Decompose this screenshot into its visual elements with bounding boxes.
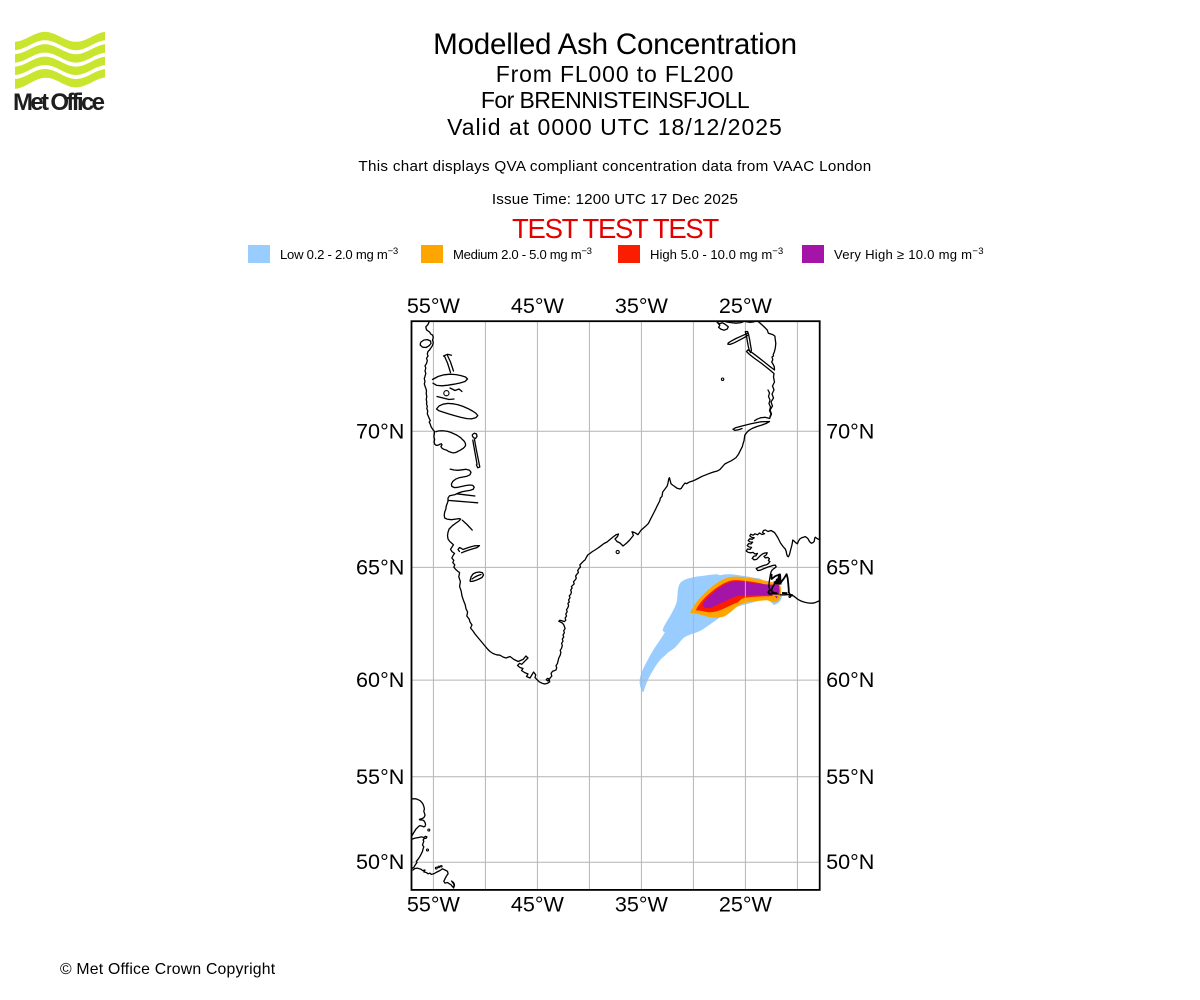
svg-text:55°N: 55°N — [826, 764, 874, 789]
svg-text:60°N: 60°N — [356, 667, 404, 692]
svg-text:50°N: 50°N — [826, 849, 874, 874]
svg-text:35°W: 35°W — [615, 293, 669, 318]
svg-text:60°N: 60°N — [826, 667, 874, 692]
svg-text:45°W: 45°W — [511, 891, 565, 916]
svg-text:55°W: 55°W — [407, 891, 461, 916]
svg-text:70°N: 70°N — [356, 418, 404, 443]
svg-text:25°W: 25°W — [719, 891, 773, 916]
svg-text:70°N: 70°N — [826, 418, 874, 443]
svg-text:25°W: 25°W — [719, 293, 773, 318]
svg-text:65°N: 65°N — [826, 554, 874, 579]
svg-text:35°W: 35°W — [615, 891, 669, 916]
svg-text:55°W: 55°W — [407, 293, 461, 318]
svg-text:55°N: 55°N — [356, 764, 404, 789]
svg-text:50°N: 50°N — [356, 849, 404, 874]
svg-text:45°W: 45°W — [511, 293, 565, 318]
svg-text:Met Office: Met Office — [13, 89, 105, 116]
svg-text:65°N: 65°N — [356, 554, 404, 579]
